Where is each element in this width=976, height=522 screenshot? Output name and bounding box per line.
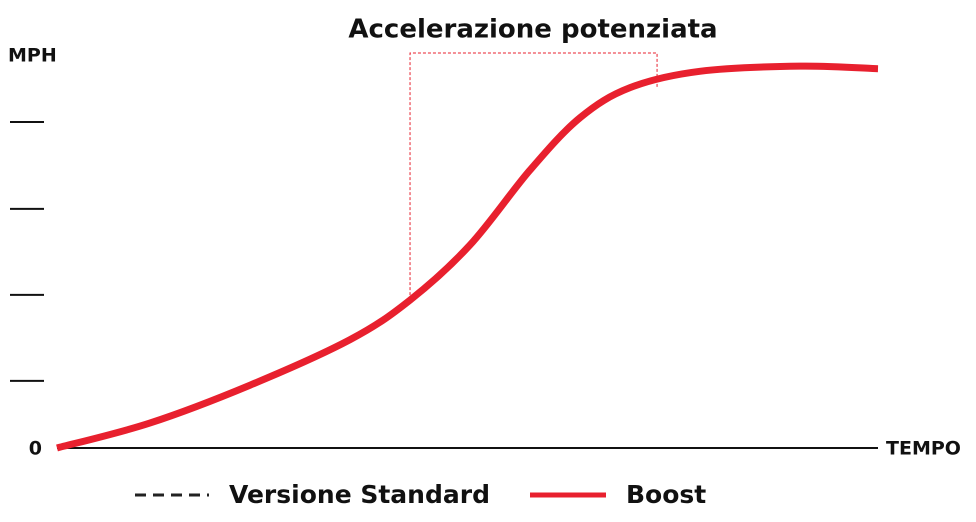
series-line bbox=[56, 62, 879, 452]
y-axis-label: MPH bbox=[8, 45, 57, 67]
chart-title: Accelerazione potenziata bbox=[348, 15, 717, 45]
legend-label: Versione Standard bbox=[229, 480, 490, 509]
annotation-box bbox=[409, 52, 658, 301]
x-axis-label: TEMPO bbox=[886, 438, 961, 460]
legend-label: Boost bbox=[626, 480, 706, 509]
y-tick-label: 0 bbox=[29, 438, 42, 460]
